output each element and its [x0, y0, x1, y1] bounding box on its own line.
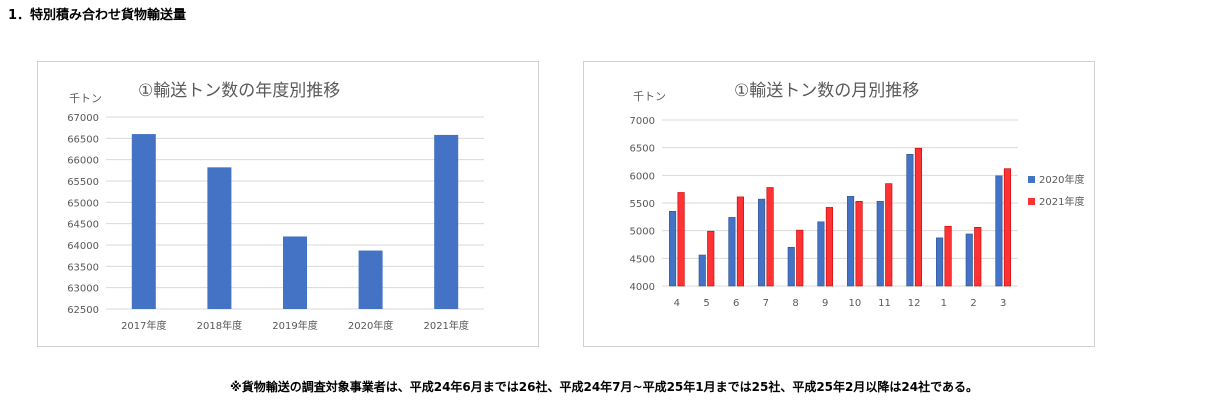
legend-label: 2020年度 — [1039, 173, 1084, 186]
bar-series1 — [847, 196, 855, 287]
annual-chart-panel: ①輸送トン数の年度別推移 千トン 62500 63000 63500 64000 645… — [37, 61, 539, 347]
bar-series2 — [855, 201, 863, 287]
bar-series2 — [796, 229, 804, 287]
x-tick-label: 5 — [703, 298, 709, 309]
y-tick-label: 4000 — [630, 282, 655, 293]
footnote: ※貨物輸送の調査対象事業者は、平成24年6月までは26社、平成24年7月~平成2… — [230, 380, 978, 394]
x-tick-label: 2021年度 — [423, 319, 468, 332]
annual-chart-unit: 千トン — [69, 92, 102, 105]
monthly-chart-unit: 千トン — [633, 90, 666, 103]
x-tick-label: 2020年度 — [348, 319, 393, 332]
legend-label: 2021年度 — [1039, 195, 1084, 208]
x-tick-label: 1 — [941, 298, 947, 309]
y-tick-label: 65500 — [67, 177, 99, 188]
bar-series2 — [766, 187, 774, 287]
y-tick-label: 62500 — [67, 305, 99, 316]
bar-series1 — [669, 211, 677, 287]
bar-value — [434, 134, 459, 309]
bar-series1 — [758, 198, 766, 287]
y-tick-label: 64500 — [67, 220, 99, 231]
annual-chart-plot: 62500 63000 63500 64000 64500 65000 65500 66000… — [67, 113, 484, 332]
x-tick-label: 3 — [1000, 298, 1006, 309]
x-tick-label: 4 — [674, 298, 680, 309]
y-tick-label: 63000 — [67, 284, 99, 295]
bar-series2 — [677, 192, 685, 287]
x-tick-label: 2 — [970, 298, 976, 309]
y-tick-label: 7000 — [630, 116, 655, 127]
page-heading: 1．特別積み合わせ貨物輸送量 — [8, 8, 187, 23]
x-tick-label: 2017年度 — [121, 319, 166, 332]
bar-series2 — [736, 196, 744, 287]
x-tick-label: 10 — [848, 298, 861, 309]
bar-value — [131, 134, 156, 309]
bar-value — [207, 167, 232, 309]
bar-series1 — [936, 237, 944, 287]
x-tick-label: 8 — [792, 298, 798, 309]
bar-series2 — [944, 225, 952, 287]
x-tick-label: 2019年度 — [272, 319, 317, 332]
x-tick-label: 9 — [822, 298, 828, 309]
y-tick-label: 6500 — [630, 144, 655, 155]
bar-series1 — [817, 221, 825, 287]
annual-chart-title: ①輸送トン数の年度別推移 — [138, 81, 341, 101]
bar-series1 — [965, 233, 973, 287]
bar-series2 — [974, 227, 982, 287]
bar-series2 — [825, 207, 833, 287]
bar-series2 — [885, 183, 893, 287]
bar-series1 — [995, 175, 1003, 287]
y-tick-label: 63500 — [67, 262, 99, 273]
y-tick-label: 4500 — [630, 254, 655, 265]
legend-swatch — [1028, 198, 1035, 205]
x-tick-label: 7 — [763, 298, 769, 309]
y-tick-label: 67000 — [67, 113, 99, 124]
y-tick-label: 65000 — [67, 198, 99, 209]
bar-series1 — [876, 201, 884, 287]
monthly-chart-title: ①輸送トン数の月別推移 — [734, 81, 920, 101]
y-tick-label: 5000 — [630, 227, 655, 238]
bar-series2 — [1003, 168, 1011, 287]
x-tick-label: 11 — [878, 298, 891, 309]
y-tick-label: 66000 — [67, 156, 99, 167]
bar-value — [283, 236, 307, 309]
bar-series1 — [728, 217, 736, 287]
y-tick-label: 66500 — [67, 134, 99, 145]
monthly-chart-panel: ①輸送トン数の月別推移 千トン 4000 4500 5000 5500 6000 6500… — [583, 61, 1095, 347]
y-tick-label: 5500 — [630, 199, 655, 210]
legend-swatch — [1028, 176, 1035, 183]
x-tick-label: 2018年度 — [197, 319, 242, 332]
bar-series1 — [787, 246, 795, 287]
bar-series1 — [698, 254, 706, 287]
bar-series1 — [906, 154, 914, 287]
y-tick-label: 64000 — [67, 241, 99, 252]
y-tick-label: 6000 — [630, 171, 655, 182]
x-tick-label: 12 — [908, 298, 921, 309]
bar-series2 — [707, 230, 715, 287]
bar-value — [358, 250, 383, 309]
bar-series2 — [914, 147, 922, 287]
x-tick-label: 6 — [733, 298, 739, 309]
